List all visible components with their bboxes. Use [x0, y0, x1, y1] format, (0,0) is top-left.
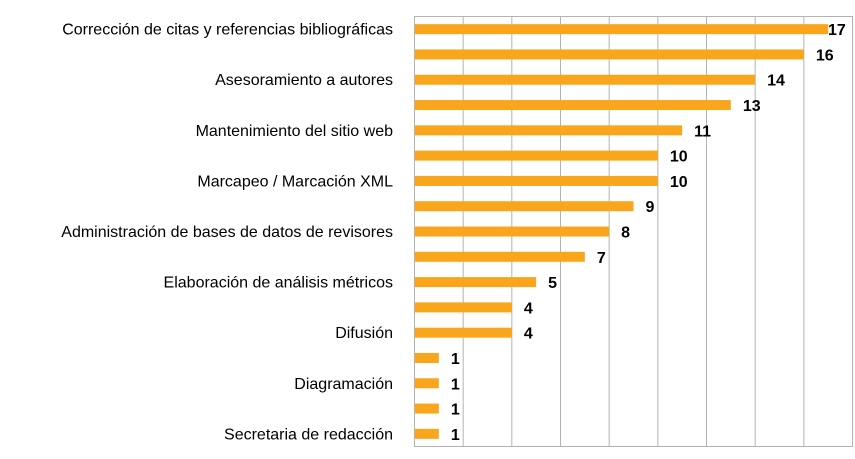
data-label: 11: [694, 123, 711, 140]
data-label: 1: [451, 402, 460, 419]
bar: [414, 327, 512, 338]
data-label: 7: [597, 250, 606, 267]
data-label: 16: [816, 47, 834, 64]
category-label: Difusión: [335, 325, 393, 342]
plot-frame: [414, 16, 853, 447]
bar: [414, 201, 634, 212]
data-label: 4: [524, 326, 533, 343]
data-label: 8: [621, 225, 630, 242]
category-label: Marcapeo / Marcación XML: [197, 173, 393, 190]
category-label: Administración de bases de datos de revi…: [61, 224, 393, 241]
data-label: 10: [670, 149, 688, 166]
bar: [414, 175, 658, 186]
bar: [414, 302, 512, 313]
bar: [414, 150, 658, 161]
category-label: Mantenimiento del sitio web: [196, 123, 394, 140]
category-label: Diagramación: [294, 376, 393, 393]
bar: [414, 226, 610, 237]
category-label: Asesoramiento a autores: [215, 72, 393, 89]
bar: [414, 352, 439, 363]
data-label: 13: [743, 98, 761, 115]
data-label: 5: [548, 275, 557, 292]
category-label: Elaboración de análisis métricos: [164, 275, 393, 292]
bar: [414, 49, 804, 60]
bar: [414, 403, 439, 414]
data-label: 17: [828, 22, 846, 39]
bar: [414, 125, 683, 136]
bar: [414, 277, 537, 288]
data-label: 1: [451, 427, 460, 444]
bar: [414, 100, 731, 111]
bar: [414, 428, 439, 439]
data-label: 1: [451, 376, 460, 393]
bar: [414, 251, 585, 262]
bar: [414, 74, 756, 85]
bar: [414, 378, 439, 389]
data-label: 1: [451, 351, 460, 368]
bars: [414, 24, 829, 439]
data-label: 10: [670, 174, 688, 191]
category-labels: Corrección de citas y referencias biblio…: [61, 22, 393, 444]
category-label: Corrección de citas y referencias biblio…: [62, 22, 393, 39]
bar: [414, 24, 829, 35]
category-label: Secretaria de redacción: [224, 426, 393, 443]
data-label: 4: [524, 300, 533, 317]
data-label: 14: [767, 73, 785, 90]
data-label: 9: [646, 199, 655, 216]
